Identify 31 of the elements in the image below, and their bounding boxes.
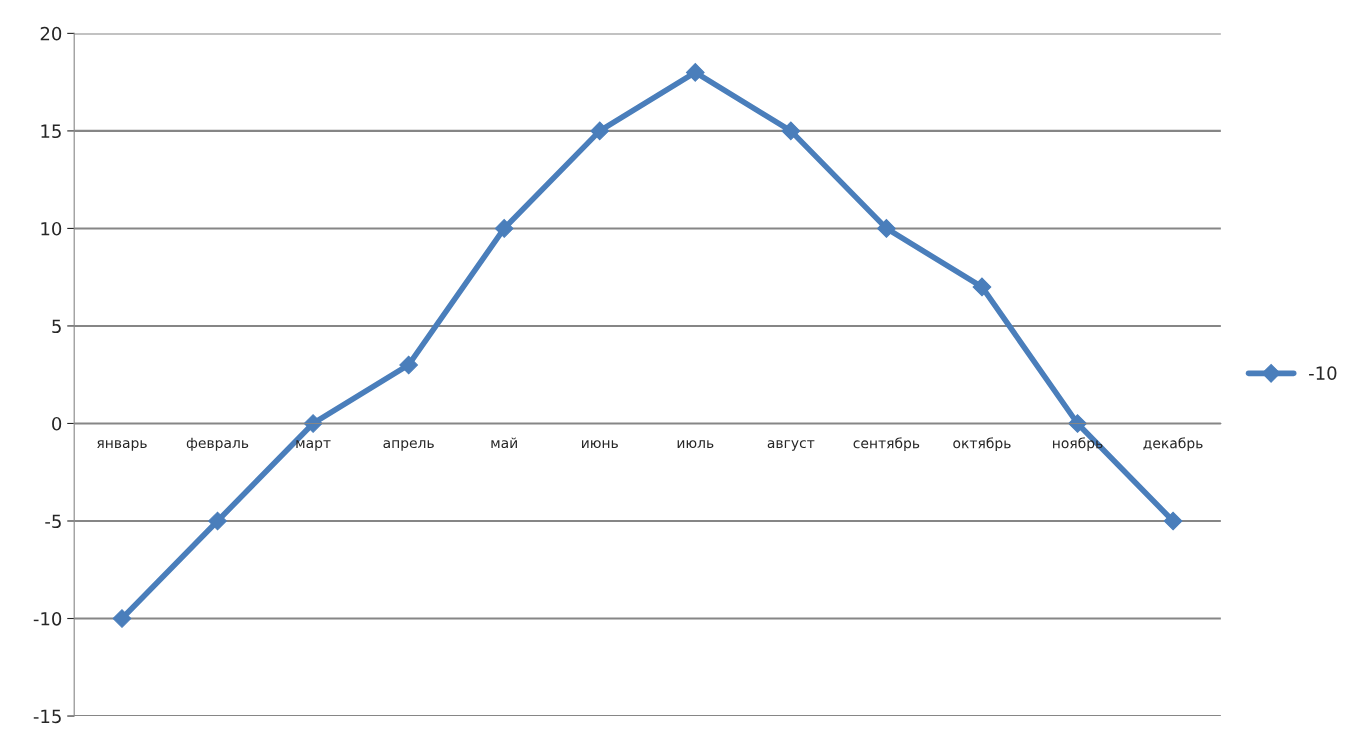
point bbox=[877, 219, 896, 238]
x-tick-label: май bbox=[491, 437, 517, 449]
point bbox=[494, 219, 514, 238]
point bbox=[112, 609, 132, 628]
point bbox=[781, 121, 801, 141]
point bbox=[590, 121, 610, 141]
point bbox=[208, 511, 227, 531]
x-tick-label: февраль bbox=[186, 437, 249, 451]
point bbox=[972, 277, 992, 297]
point bbox=[303, 414, 323, 433]
x-tick-label: август bbox=[767, 440, 815, 451]
x-tick-label: январь bbox=[97, 440, 147, 451]
y-tick-label: -10 bbox=[33, 611, 62, 626]
y-tick-label: 10 bbox=[41, 221, 62, 236]
point bbox=[399, 355, 418, 375]
x-tick-label: октябрь bbox=[953, 437, 1011, 452]
x-tick-label: сентябрь bbox=[853, 437, 920, 452]
legend-label: -10 bbox=[1309, 366, 1337, 380]
point bbox=[1163, 511, 1183, 531]
point bbox=[685, 63, 705, 82]
x-tick-label: июль bbox=[677, 440, 714, 449]
y-tick-label: -5 bbox=[45, 514, 61, 529]
x-tick-label: март bbox=[296, 440, 331, 451]
x-tick-label: июнь bbox=[582, 440, 618, 449]
y-tick-label: -15 bbox=[33, 709, 61, 724]
y-tick-label: 15 bbox=[41, 124, 61, 139]
y-tick-label: 0 bbox=[52, 416, 62, 431]
y-tick-label: 20 bbox=[40, 26, 62, 41]
y-tick-label: 5 bbox=[52, 319, 61, 334]
x-tick-label: декабрь bbox=[1143, 437, 1203, 452]
x-tick-label: апрель bbox=[383, 440, 434, 451]
